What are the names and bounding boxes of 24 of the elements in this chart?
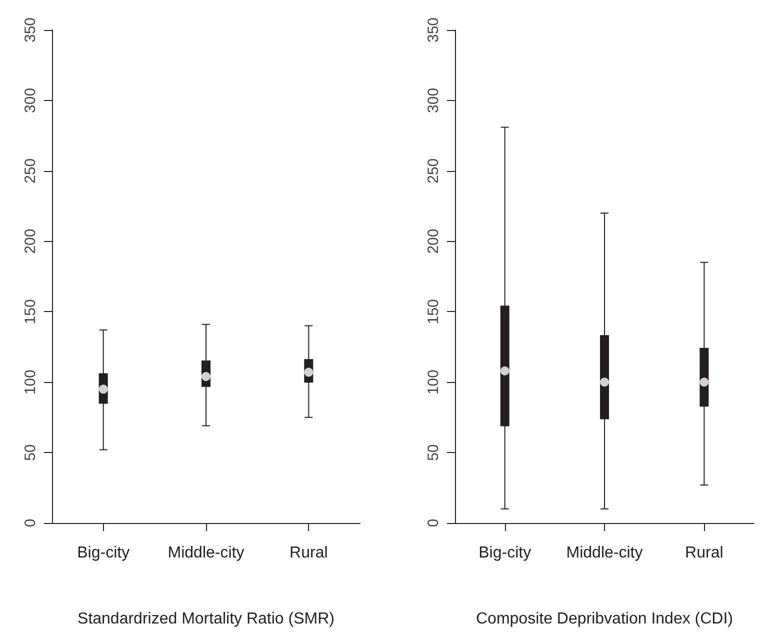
y-tick-label: 300	[22, 88, 39, 113]
y-tick-label: 250	[425, 158, 442, 184]
x-tick-label: Big-city	[478, 544, 532, 562]
y-tick-label: 50	[425, 444, 442, 461]
x-tick-label: Rural	[685, 544, 724, 562]
y-tick-label: 100	[425, 370, 442, 395]
y-tick-label: 0	[22, 518, 39, 528]
x-tick-label: Middle-city	[566, 544, 643, 562]
y-tick-label: 350	[22, 17, 39, 43]
y-tick-label: 200	[425, 228, 442, 254]
x-axis-title: Standardrized Mortality Ratio (SMR)	[78, 610, 334, 628]
y-tick-label: 50	[22, 444, 39, 461]
x-axis-title: Composite Depribvation Index (CDI)	[476, 610, 733, 628]
x-tick-label: Big-city	[77, 544, 130, 562]
y-tick-label: 200	[22, 228, 39, 254]
y-tick-label: 0	[425, 518, 442, 528]
y-tick-label: 350	[425, 17, 442, 43]
y-tick-label: 150	[22, 299, 39, 324]
x-tick-label: Middle-city	[168, 544, 244, 562]
y-tick-label: 150	[425, 299, 442, 324]
y-tick-label: 300	[425, 88, 442, 113]
y-tick-label: 100	[22, 370, 39, 395]
y-tick-label: 250	[22, 158, 39, 184]
x-tick-label: Rural	[290, 544, 328, 562]
